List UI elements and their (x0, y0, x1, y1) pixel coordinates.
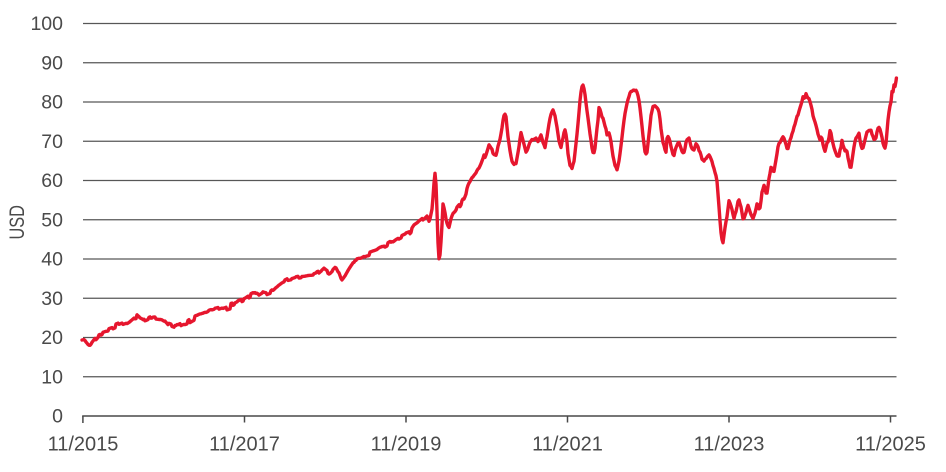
svg-text:60: 60 (41, 170, 63, 192)
svg-text:90: 90 (41, 52, 63, 74)
svg-text:40: 40 (41, 249, 63, 271)
svg-text:USD: USD (6, 205, 29, 240)
svg-text:10: 10 (41, 366, 63, 388)
svg-text:80: 80 (41, 92, 63, 114)
svg-text:11/2015: 11/2015 (48, 434, 119, 456)
svg-text:20: 20 (41, 327, 63, 349)
svg-text:11/2017: 11/2017 (209, 434, 280, 456)
svg-text:11/2019: 11/2019 (371, 434, 442, 456)
svg-text:70: 70 (41, 131, 63, 153)
svg-text:11/2023: 11/2023 (694, 434, 765, 456)
svg-text:100: 100 (30, 13, 63, 35)
svg-text:30: 30 (41, 288, 63, 310)
svg-text:11/2025: 11/2025 (855, 434, 926, 456)
svg-text:50: 50 (41, 209, 63, 231)
svg-text:0: 0 (52, 406, 63, 428)
svg-text:11/2021: 11/2021 (532, 434, 603, 456)
